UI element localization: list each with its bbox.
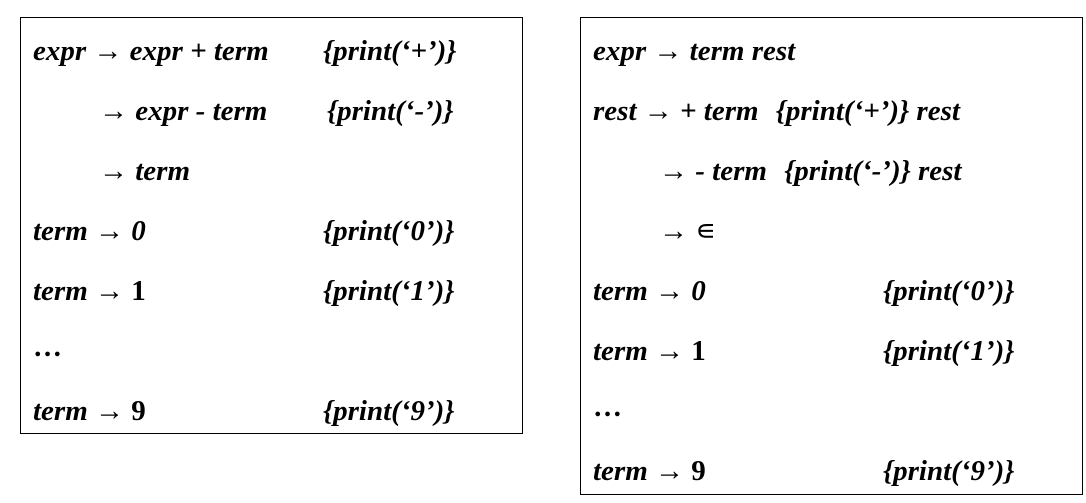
left-rule-1-arrow: →: [93, 35, 123, 67]
right-rule-3-arrow: →: [659, 155, 688, 187]
right-rule-1-arrow: →: [653, 35, 683, 67]
right-rule-6: term → 1: [593, 337, 706, 366]
left-rule-5: term → 1: [33, 277, 146, 306]
right-rule-1-head: expr: [593, 35, 647, 67]
left-rule-2: → expr - term: [99, 97, 267, 126]
right-rule-8-arrow: →: [655, 455, 685, 487]
right-rule-6-head: term: [593, 335, 648, 367]
left-rule-5-body: 1: [131, 275, 146, 307]
right-rule-4-arrow: →: [659, 215, 688, 247]
left-rule-4-arrow: →: [95, 215, 125, 247]
right-rule-3-body-pre: - term: [695, 155, 767, 187]
right-translation-scheme-box: [580, 17, 1083, 495]
right-rule-2-body-pre: + term: [680, 95, 759, 127]
right-rule-6-action: {print(‘1’)}: [883, 335, 1015, 367]
right-rule-1-body: term rest: [689, 35, 796, 67]
left-rule-5-arrow: →: [95, 275, 125, 307]
right-ellipsis: …: [593, 391, 622, 423]
left-translation-scheme-box: [20, 17, 523, 434]
right-rule-2-head: rest: [593, 95, 637, 127]
right-rule-6-body: 1: [691, 335, 706, 367]
left-rule-5-head: term: [33, 275, 88, 307]
left-rule-5-action: {print(‘1’)}: [323, 275, 455, 307]
left-rule-7-action: {print(‘9’)}: [323, 395, 455, 427]
left-rule-1: expr → expr + term: [33, 37, 269, 66]
right-rule-3-body-post: rest: [917, 155, 962, 187]
right-rule-8-action: {print(‘9’)}: [883, 455, 1015, 487]
left-rule-4-action: {print(‘0’)}: [323, 215, 455, 247]
right-rule-8-body: 9: [691, 455, 706, 487]
right-rule-8-head: term: [593, 455, 648, 487]
left-rule-1-body: expr + term: [129, 35, 269, 67]
right-rule-2-arrow: →: [643, 95, 673, 127]
left-rule-7: term → 9: [33, 397, 146, 426]
left-rule-4-body: 0: [131, 215, 146, 247]
left-rule-3-body: term: [135, 155, 191, 187]
right-rule-4: → ∊: [659, 217, 716, 246]
right-rule-3: → - term {print(‘-’)} rest: [659, 157, 961, 186]
right-rule-5-head: term: [593, 275, 648, 307]
right-rule-8: term → 9: [593, 457, 706, 486]
right-rule-2-action: {print(‘+’)}: [775, 95, 910, 127]
left-rule-3: → term: [99, 157, 190, 186]
right-rule-3-action: {print(‘-’)}: [784, 155, 911, 187]
left-rule-1-head: expr: [33, 35, 87, 67]
left-rule-7-head: term: [33, 395, 88, 427]
left-rule-3-arrow: →: [99, 155, 128, 187]
left-rule-2-body: expr - term: [135, 95, 268, 127]
left-rule-7-body: 9: [131, 395, 146, 427]
left-rule-2-action: {print(‘-’)}: [327, 95, 454, 127]
left-rule-4-head: term: [33, 215, 88, 247]
epsilon-symbol: ∊: [695, 215, 717, 247]
right-rule-2-body-post: rest: [916, 95, 960, 127]
right-rule-5-body: 0: [691, 275, 706, 307]
left-rule-2-arrow: →: [99, 95, 128, 127]
left-rule-4: term → 0: [33, 217, 146, 246]
right-rule-5: term → 0: [593, 277, 706, 306]
right-rule-6-arrow: →: [655, 335, 685, 367]
right-rule-5-arrow: →: [655, 275, 685, 307]
left-ellipsis: …: [33, 331, 62, 363]
right-rule-5-action: {print(‘0’)}: [883, 275, 1015, 307]
right-rule-1: expr → term rest: [593, 37, 795, 66]
right-rule-2: rest → + term {print(‘+’)} rest: [593, 97, 960, 126]
left-rule-7-arrow: →: [95, 395, 125, 427]
left-rule-1-action: {print(‘+’)}: [323, 35, 457, 67]
